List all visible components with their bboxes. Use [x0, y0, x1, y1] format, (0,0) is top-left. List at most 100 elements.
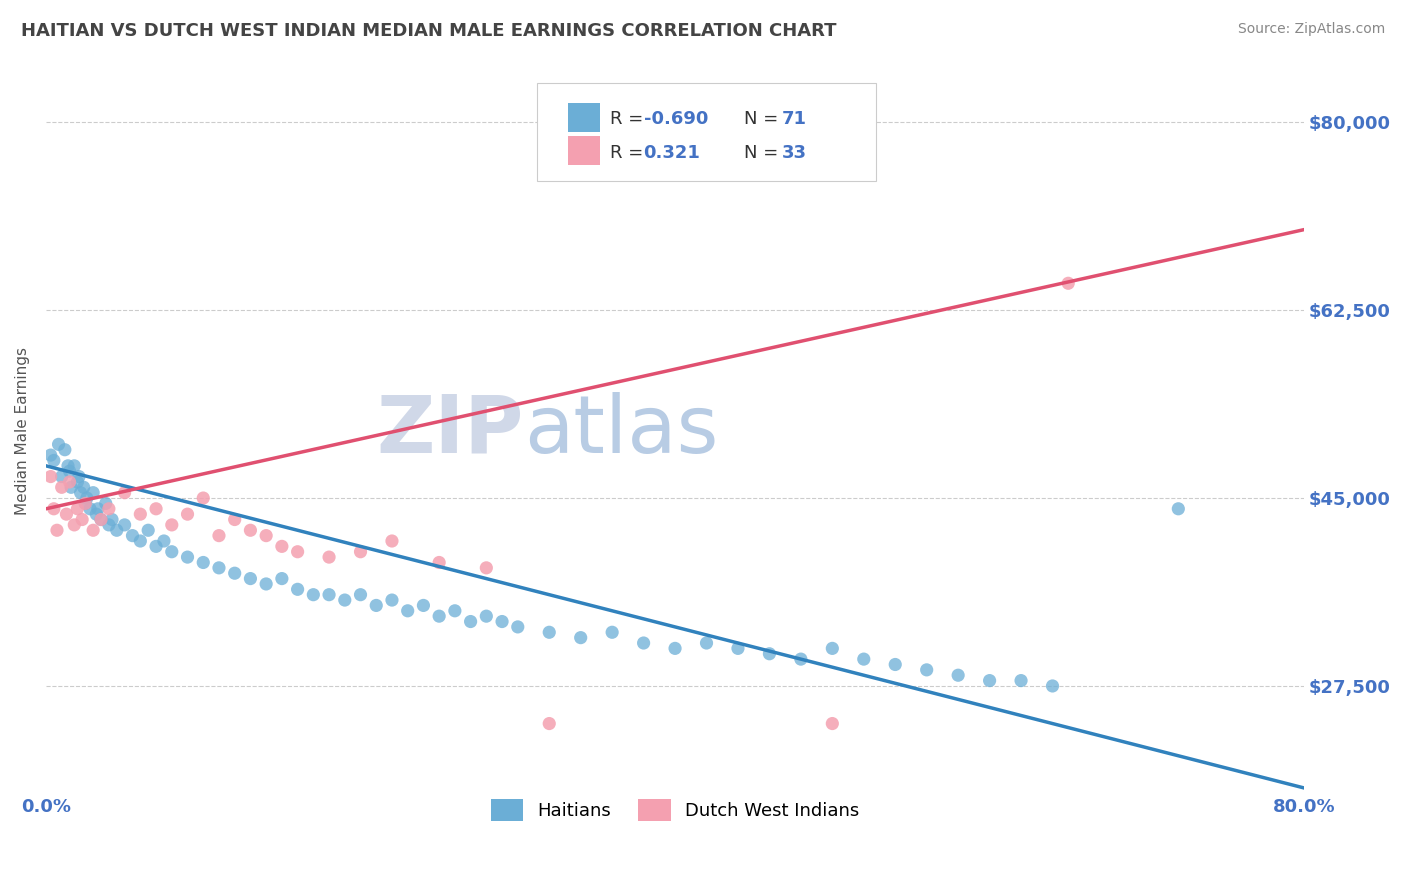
Point [90, 512, 112, 526]
Point [349, 588, 371, 602]
Point [160, 517, 183, 532]
Point [600, 625, 623, 640]
Point [145, 501, 167, 516]
Point [1167, 501, 1189, 516]
Point [63, 517, 86, 532]
Point [67, 469, 90, 483]
Point [63, 458, 86, 473]
Point [302, 588, 325, 602]
Point [75, 496, 97, 510]
Point [790, 652, 813, 666]
Point [176, 550, 198, 565]
Point [58, 464, 80, 478]
Text: 33: 33 [782, 144, 807, 161]
Text: 0.321: 0.321 [644, 144, 700, 161]
Point [254, 528, 277, 542]
Point [224, 566, 246, 581]
Point [270, 540, 292, 554]
Point [254, 577, 277, 591]
Text: R =: R = [610, 111, 648, 128]
Point [427, 556, 450, 570]
Point [136, 523, 159, 537]
Text: ZIP: ZIP [377, 392, 524, 470]
Point [491, 615, 513, 629]
Point [1042, 679, 1064, 693]
Point [56, 458, 79, 473]
Point [664, 641, 686, 656]
Point [569, 631, 592, 645]
Y-axis label: Median Male Earnings: Median Male Earnings [15, 347, 30, 515]
Point [42, 453, 65, 467]
Point [48, 437, 70, 451]
Point [101, 512, 124, 526]
Point [114, 517, 136, 532]
Point [695, 636, 717, 650]
FancyBboxPatch shape [537, 83, 876, 181]
Point [915, 663, 938, 677]
Point [60, 480, 83, 494]
Point [287, 545, 309, 559]
Point [427, 609, 450, 624]
Point [412, 599, 434, 613]
Point [82, 523, 104, 537]
Point [633, 636, 655, 650]
Point [51, 469, 73, 483]
Point [475, 609, 498, 624]
Point [381, 534, 404, 549]
Point [821, 716, 844, 731]
Point [884, 657, 907, 672]
Text: N =: N = [744, 144, 785, 161]
Point [208, 528, 231, 542]
Legend: Haitians, Dutch West Indians: Haitians, Dutch West Indians [477, 784, 875, 835]
Text: HAITIAN VS DUTCH WEST INDIAN MEDIAN MALE EARNINGS CORRELATION CHART: HAITIAN VS DUTCH WEST INDIAN MEDIAN MALE… [21, 22, 837, 40]
Point [87, 501, 110, 516]
Point [76, 491, 98, 505]
Point [1010, 673, 1032, 688]
Point [73, 480, 96, 494]
Text: atlas: atlas [524, 392, 718, 470]
Point [39, 469, 62, 483]
Point [538, 716, 561, 731]
Point [42, 501, 65, 516]
Point [381, 593, 404, 607]
Point [270, 572, 292, 586]
Point [51, 480, 73, 494]
Point [349, 545, 371, 559]
Point [208, 561, 231, 575]
FancyBboxPatch shape [568, 136, 599, 165]
Point [538, 625, 561, 640]
Point [114, 485, 136, 500]
Point [121, 528, 143, 542]
Point [396, 604, 419, 618]
Point [69, 485, 91, 500]
Point [153, 534, 176, 549]
Point [70, 512, 93, 526]
Point [821, 641, 844, 656]
Point [727, 641, 749, 656]
Point [84, 507, 107, 521]
Point [97, 501, 120, 516]
Point [97, 517, 120, 532]
Point [75, 496, 97, 510]
Point [160, 545, 183, 559]
Point [58, 475, 80, 489]
Point [979, 673, 1001, 688]
Point [239, 572, 262, 586]
Point [79, 501, 101, 516]
Text: Source: ZipAtlas.com: Source: ZipAtlas.com [1237, 22, 1385, 37]
Point [39, 448, 62, 462]
Point [129, 534, 152, 549]
Point [145, 540, 167, 554]
Text: -0.690: -0.690 [644, 111, 709, 128]
Point [82, 485, 104, 500]
Point [287, 582, 309, 597]
Point [366, 599, 388, 613]
Point [66, 475, 89, 489]
Point [460, 615, 482, 629]
Point [946, 668, 969, 682]
Point [66, 501, 89, 516]
Point [506, 620, 529, 634]
Point [318, 588, 340, 602]
Point [176, 507, 198, 521]
Point [129, 507, 152, 521]
